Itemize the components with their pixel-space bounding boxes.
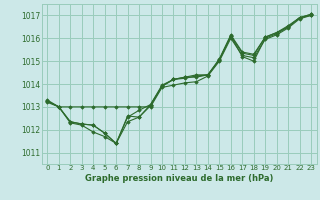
- X-axis label: Graphe pression niveau de la mer (hPa): Graphe pression niveau de la mer (hPa): [85, 174, 273, 183]
